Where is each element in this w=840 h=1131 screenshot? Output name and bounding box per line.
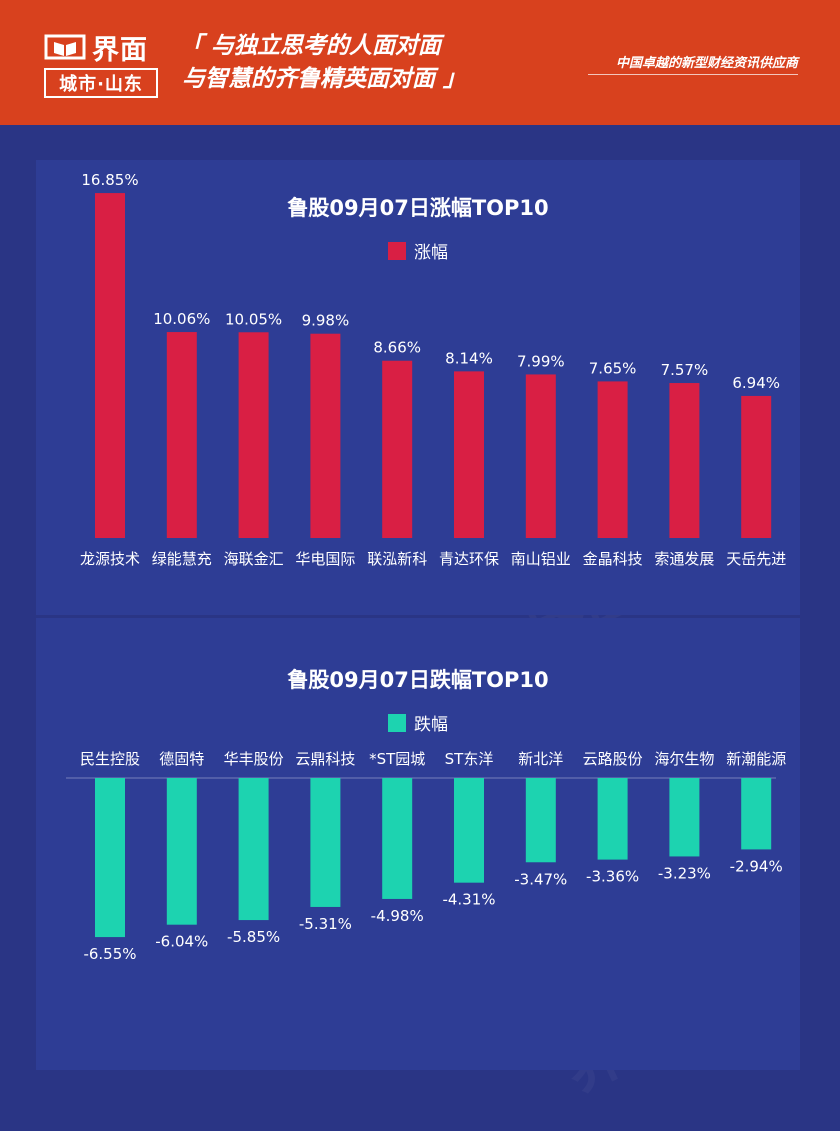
gainer-bar (741, 395, 772, 538)
gainers-legend: 涨幅 (36, 238, 800, 263)
loser-category-label: 新潮能源 (726, 750, 786, 768)
gainers-legend-label: 涨幅 (414, 243, 448, 263)
gainer-category-label: 青达环保 (439, 550, 499, 568)
gainer-bar (310, 333, 341, 538)
gainers-chart-title: 鲁股09月07日涨幅TOP10 (287, 196, 549, 220)
gainer-bar (95, 193, 125, 538)
gainers-legend-swatch (388, 241, 406, 260)
gainer-value-label: 8.66% (373, 339, 421, 357)
losers-legend-label: 跌幅 (414, 715, 448, 735)
gainer-category-label: 海联金汇 (224, 550, 284, 568)
gainer-category-label: 联泓新科 (367, 550, 427, 568)
loser-category-label: *ST园城 (369, 750, 425, 768)
loser-value-label: -4.98% (371, 907, 424, 925)
loser-bar (454, 778, 484, 883)
gainer-category-label: 天岳先进 (726, 550, 786, 568)
gainers-bar-chart: 16.85% 龙源技术 10.06% 绿能慧充 10.05% 海联金汇 9.98% 华电国际 8… (80, 171, 786, 568)
gainer-value-label: 10.05% (225, 310, 282, 328)
loser-value-label: -5.31% (299, 915, 352, 933)
brand-logo: 界面 城市·山东 (44, 30, 162, 100)
gainer-category-label: 绿能慧充 (152, 550, 212, 568)
loser-bar (310, 778, 341, 907)
loser-category-label: 云鼎科技 (295, 750, 355, 768)
loser-bar (525, 778, 556, 863)
losers-legend: 跌幅 (36, 710, 800, 735)
gainer-bar (166, 332, 197, 538)
brand-sub: 城市·山东 (44, 68, 158, 98)
loser-bar (741, 778, 772, 850)
loser-category-label: 新北洋 (518, 750, 563, 768)
loser-value-label: -3.47% (514, 870, 567, 888)
loser-value-label: -6.55% (83, 945, 136, 963)
gainer-value-label: 6.94% (732, 374, 780, 392)
loser-value-label: -3.36% (586, 868, 639, 886)
loser-value-label: -5.85% (227, 928, 280, 946)
gainer-value-label: 8.14% (445, 349, 493, 367)
loser-bar (597, 778, 628, 860)
loser-value-label: -3.23% (658, 864, 711, 882)
losers-chart-title: 鲁股09月07日跌幅TOP10 (287, 668, 549, 692)
loser-bar (238, 778, 269, 921)
tagline: 中国卓越的新型财经资讯供应商 (615, 56, 798, 71)
gainer-bar (669, 383, 700, 538)
tagline-underline (588, 74, 798, 75)
logo-mark-icon (44, 34, 86, 60)
loser-category-label: 德固特 (159, 750, 204, 768)
loser-bar (166, 778, 197, 925)
loser-bar (382, 778, 413, 899)
gainer-value-label: 7.57% (661, 361, 709, 379)
loser-category-label: 海尔生物 (654, 750, 714, 768)
gainer-bar (597, 381, 628, 538)
loser-bar (95, 778, 125, 938)
losers-chart-panel: 鲁股09月07日跌幅TOP10 跌幅 -6.55% 民生控股 -6.04% 德固特 -5… (36, 618, 800, 1070)
gainer-value-label: 9.98% (302, 312, 350, 330)
gainer-bar (238, 332, 269, 538)
gainer-bar (382, 360, 413, 538)
gainer-value-label: 16.85% (81, 171, 138, 189)
slogan-line-2: 与智慧的齐鲁精英面对面 」 (182, 66, 467, 92)
loser-bar (669, 778, 700, 857)
gainer-category-label: 华电国际 (295, 550, 355, 568)
brand-name: 界面 (92, 34, 148, 66)
gainer-category-label: 金晶科技 (583, 550, 643, 568)
gainer-category-label: 南山铝业 (511, 550, 571, 568)
loser-value-label: -6.04% (155, 933, 208, 951)
losers-bar-chart: -6.55% 民生控股 -6.04% 德固特 -5.85% 华丰股份 -5.31% 云鼎科技 -… (66, 750, 786, 963)
gainer-value-label: 7.65% (589, 359, 637, 377)
gainer-value-label: 7.99% (517, 352, 565, 370)
loser-value-label: -2.94% (730, 857, 783, 875)
loser-category-label: ST东洋 (445, 750, 494, 768)
loser-category-label: 华丰股份 (224, 750, 284, 768)
gainer-category-label: 龙源技术 (80, 550, 140, 568)
gainer-bar (525, 374, 556, 538)
gainer-value-label: 10.06% (153, 310, 210, 328)
loser-value-label: -4.31% (442, 891, 495, 909)
gainers-chart-panel: 鲁股09月07日涨幅TOP10 涨幅 16.85% 龙源技术 10.06% 绿能慧充 1… (36, 160, 800, 615)
losers-legend-swatch (388, 713, 406, 732)
slogan: 「 与独立思考的人面对面 与智慧的齐鲁精英面对面 」 (180, 30, 466, 96)
gainer-category-label: 索通发展 (654, 550, 714, 568)
gainer-bar (454, 371, 484, 538)
header-banner: 界面 城市·山东 「 与独立思考的人面对面 与智慧的齐鲁精英面对面 」 中国卓越… (0, 0, 840, 125)
loser-category-label: 云路股份 (583, 750, 643, 768)
slogan-line-1: 「 与独立思考的人面对面 (180, 33, 442, 59)
loser-category-label: 民生控股 (80, 750, 140, 768)
